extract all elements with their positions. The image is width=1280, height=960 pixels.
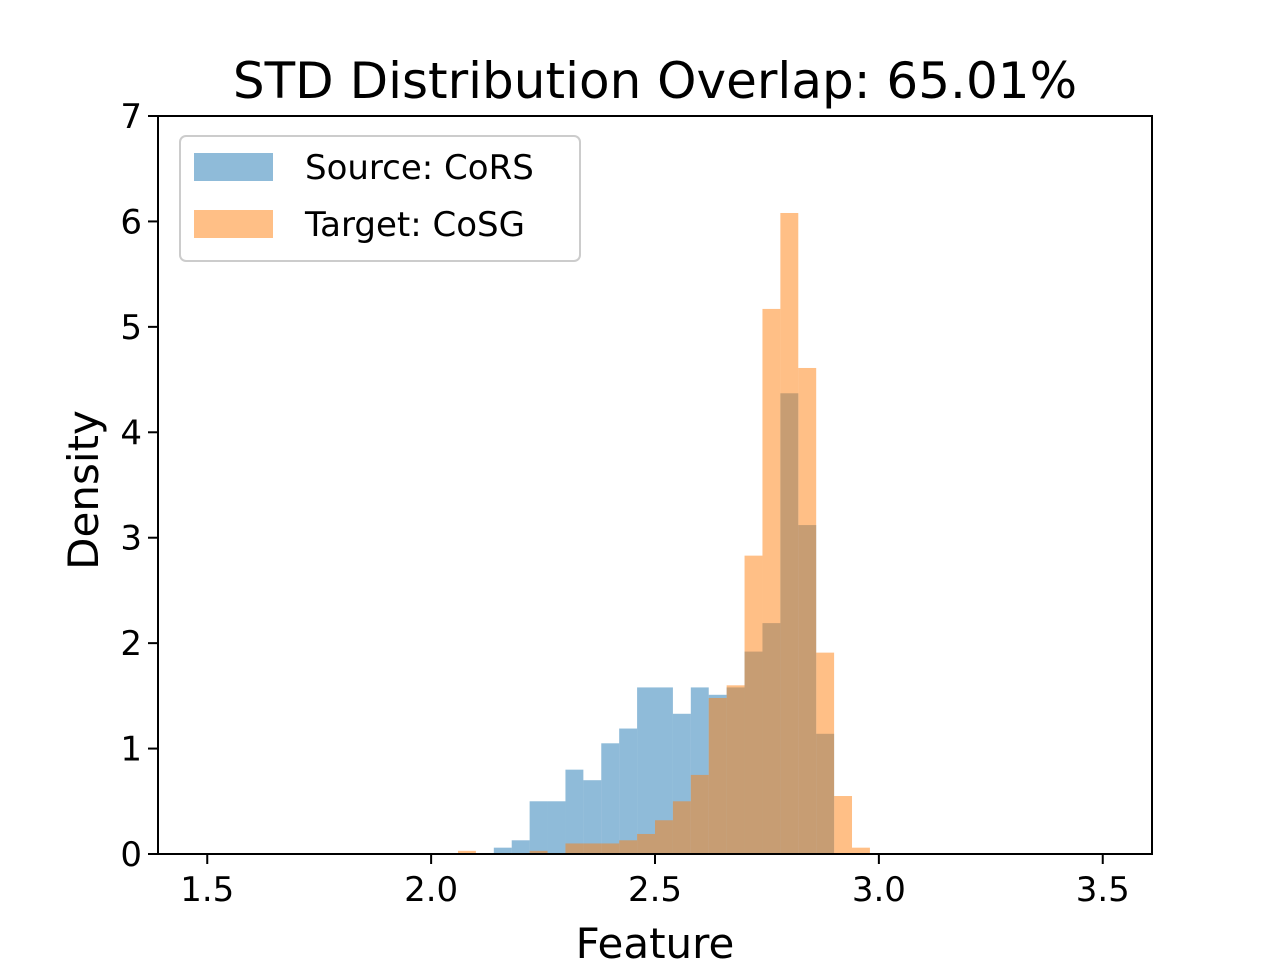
y-tick-label-0: 0	[120, 835, 142, 875]
bar-target-11	[726, 685, 745, 854]
x-axis-label: Feature	[576, 919, 735, 960]
bars-layer	[457, 212, 870, 855]
bar-source-9	[655, 687, 673, 854]
x-tick-label-4: 3.5	[1076, 870, 1130, 910]
y-axis-ticks: 0 1 2 3 4 5 6 7	[120, 97, 158, 875]
x-axis-ticks: 1.5 2.0 2.5 3.0 3.5	[180, 854, 1130, 910]
x-tick-label-1: 2.0	[404, 870, 458, 910]
bar-target-3	[583, 843, 602, 854]
bar-source-3	[547, 801, 566, 854]
y-tick-label-1: 1	[120, 730, 142, 770]
bar-target-7	[655, 820, 673, 854]
bar-source-4	[565, 769, 584, 854]
y-tick-label-6: 6	[120, 202, 142, 242]
y-tick-label-7: 7	[120, 97, 142, 137]
bar-target-18	[852, 847, 870, 854]
bar-source-5	[583, 780, 602, 854]
bar-target-1	[529, 850, 548, 854]
bar-target-10	[708, 697, 727, 854]
legend-swatch-target	[194, 210, 273, 238]
bar-source-8	[637, 687, 655, 854]
bar-target-15	[798, 367, 817, 854]
x-tick-label-3: 3.0	[852, 870, 906, 910]
y-tick-label-5: 5	[120, 308, 142, 348]
legend-label-target: Target: CoSG	[304, 205, 525, 245]
bar-source-2	[529, 801, 548, 854]
bar-target-2	[565, 843, 584, 854]
bar-target-16	[816, 652, 835, 854]
bar-source-6	[601, 743, 620, 854]
bar-source-7	[619, 728, 638, 854]
bar-target-5	[619, 840, 638, 854]
legend-frame	[179, 135, 581, 262]
bar-target-17	[834, 796, 853, 854]
x-tick-label-2: 2.5	[628, 870, 682, 910]
x-tick-label-0: 1.5	[180, 870, 234, 910]
bar-source-0	[493, 847, 512, 854]
bar-target-8	[672, 801, 691, 854]
y-tick-label-3: 3	[120, 519, 142, 559]
bar-target-6	[637, 833, 655, 854]
bar-target-14	[780, 212, 799, 855]
bar-target-13	[762, 308, 781, 854]
y-tick-label-2: 2	[120, 624, 142, 664]
legend-swatch-source	[194, 153, 273, 181]
bar-target-4	[601, 843, 620, 854]
legend-label-source: Source: CoRS	[305, 148, 534, 188]
bar-target-0	[457, 850, 476, 854]
bar-target-9	[690, 774, 709, 854]
bar-target-12	[744, 555, 763, 854]
y-tick-label-4: 4	[120, 413, 142, 453]
y-axis-label: Density	[59, 410, 108, 570]
chart-title: STD Distribution Overlap: 65.01%	[233, 52, 1077, 110]
legend: Source: CoRS Target: CoSG	[179, 135, 581, 262]
bar-source-1	[511, 840, 530, 854]
